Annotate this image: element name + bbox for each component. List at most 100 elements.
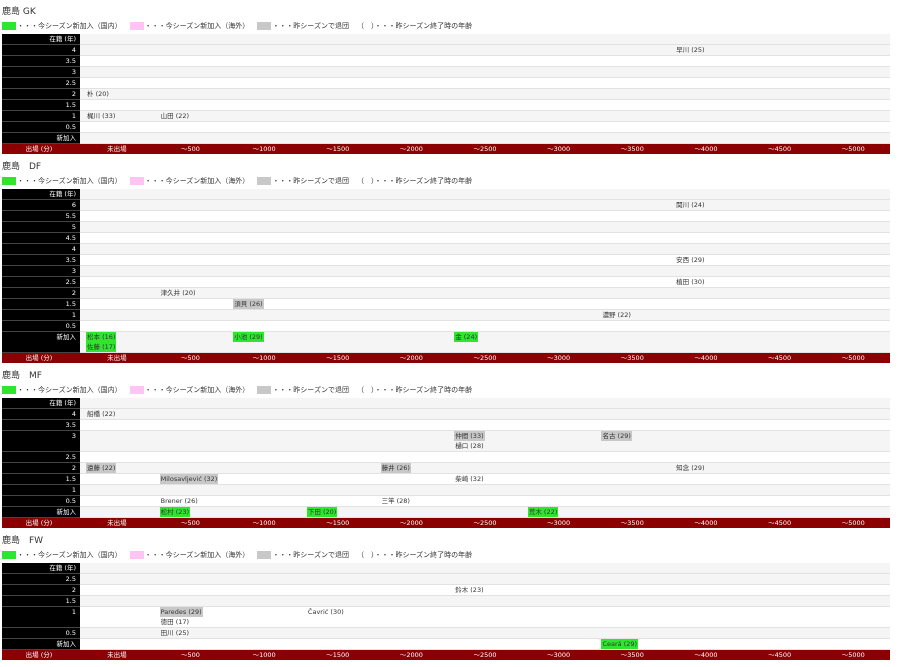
cell	[448, 78, 522, 88]
column-label: ～4500	[768, 651, 792, 659]
row-label: 0.5	[2, 496, 80, 507]
cell	[154, 266, 228, 276]
cell	[301, 596, 375, 606]
cell	[522, 89, 596, 99]
row: 新加入	[2, 133, 890, 144]
cell	[301, 133, 375, 143]
cell: Brener (26)	[154, 496, 228, 506]
column-label: ～1000	[252, 145, 276, 153]
cell	[154, 485, 228, 495]
cell	[448, 89, 522, 99]
row: 3	[2, 266, 890, 277]
cell	[816, 133, 890, 143]
row: 2.5	[2, 452, 890, 463]
row-cells: 須貝 (26)	[80, 299, 890, 310]
cell	[522, 452, 596, 462]
cell	[595, 34, 669, 44]
cell	[375, 222, 449, 232]
cell	[743, 563, 817, 573]
header-row: 在籍 (年)	[2, 398, 890, 409]
player: 朴 (20)	[87, 90, 109, 98]
row-label: 1.5	[2, 474, 80, 485]
cell	[154, 133, 228, 143]
player: 三竿 (28)	[381, 497, 410, 505]
row-cells: 遠藤 (22) 藤井 (26) 知念 (29)	[80, 463, 890, 474]
cell	[522, 67, 596, 77]
cell: 関川 (24)	[669, 200, 743, 210]
cell	[522, 563, 596, 573]
cell	[375, 596, 449, 606]
cell	[448, 233, 522, 243]
section-title: 鹿島 FW	[2, 536, 44, 546]
cell	[522, 56, 596, 66]
column-label: ～3000	[547, 519, 571, 527]
cell	[227, 409, 301, 419]
cell	[816, 78, 890, 88]
row-label: 2.5	[2, 452, 80, 463]
row: 2 遠藤 (22) 藤井 (26) 知念 (29)	[2, 463, 890, 474]
column-label: ～4000	[694, 354, 718, 362]
cell: 藤井 (26)	[375, 463, 449, 473]
cell	[595, 67, 669, 77]
row-label: 1	[2, 607, 80, 628]
cell	[669, 596, 743, 606]
row-label: 新加入	[2, 133, 80, 144]
cell	[816, 111, 890, 121]
legend-text: ・・・昨シーズンで退団	[272, 386, 349, 394]
legend-swatch	[257, 177, 272, 185]
cell	[522, 277, 596, 287]
column-label: ～2000	[399, 519, 423, 527]
cell	[816, 507, 890, 517]
header-label: 在籍 (年)	[2, 34, 80, 45]
cell	[154, 100, 228, 110]
row-label: 新加入	[2, 639, 80, 650]
player: 樋口 (28)	[455, 442, 484, 450]
row: 2 朴 (20)	[2, 89, 890, 100]
cell	[301, 585, 375, 595]
cell	[816, 332, 890, 352]
legend-text: ・・・今シーズン新加入（国内）	[17, 22, 122, 30]
cell	[522, 78, 596, 88]
column-label: 未出場	[107, 354, 127, 362]
cell	[595, 111, 669, 121]
cell	[227, 485, 301, 495]
cell	[595, 45, 669, 55]
cell	[375, 111, 449, 121]
cell	[816, 563, 890, 573]
cell: 三竿 (28)	[375, 496, 449, 506]
row-label: 1	[2, 485, 80, 496]
cell	[522, 574, 596, 584]
cell	[375, 200, 449, 210]
cell	[669, 288, 743, 298]
cell	[375, 255, 449, 265]
legend-text: （ ）・・・昨シーズン終了時の年齢	[356, 551, 473, 559]
cell	[743, 100, 817, 110]
cell	[154, 122, 228, 132]
cell	[448, 122, 522, 132]
row-cells	[80, 100, 890, 111]
player: Ceará (29)	[601, 639, 639, 649]
cell	[227, 56, 301, 66]
column-label: ～2500	[473, 354, 497, 362]
cell: Čavrić (30)	[301, 607, 375, 627]
row-cells	[80, 122, 890, 133]
cell	[375, 288, 449, 298]
cell	[743, 639, 817, 649]
player: 荒木 (22)	[527, 507, 559, 517]
cell	[743, 398, 817, 408]
cell	[154, 299, 228, 309]
cell	[80, 574, 154, 584]
cell	[301, 431, 375, 451]
legend-item: ・・・今シーズン新加入（海外）	[129, 176, 249, 186]
row: 3.5	[2, 56, 890, 67]
cell	[448, 45, 522, 55]
cell	[227, 222, 301, 232]
cell	[669, 485, 743, 495]
cell	[154, 574, 228, 584]
cell	[522, 133, 596, 143]
cell	[80, 398, 154, 408]
cell	[669, 431, 743, 451]
cell	[301, 89, 375, 99]
cell	[154, 420, 228, 430]
cell	[154, 596, 228, 606]
